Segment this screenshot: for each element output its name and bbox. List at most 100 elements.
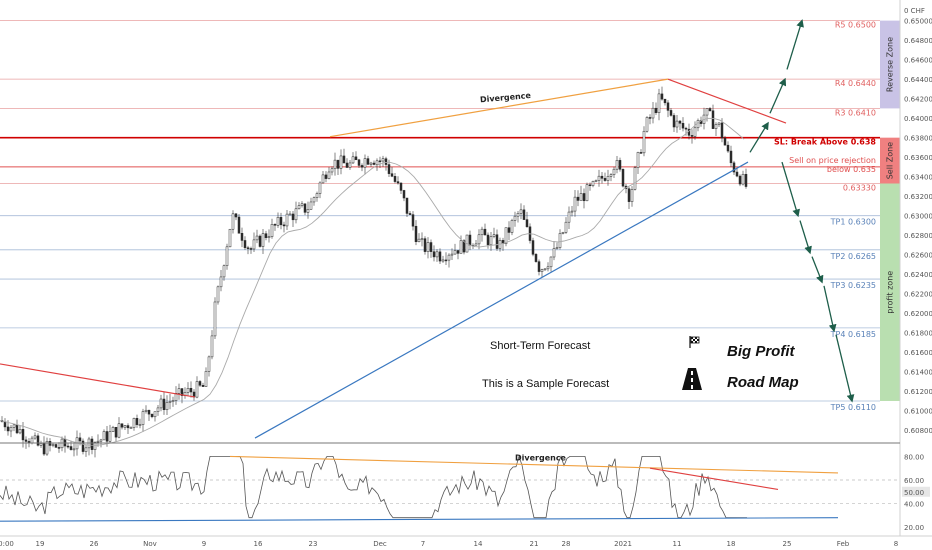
candle [117, 417, 121, 439]
candle [114, 426, 118, 442]
candle-body [297, 205, 301, 210]
price-tick-label[interactable]: 0.63600 [904, 154, 932, 162]
candle [297, 202, 301, 210]
candle [450, 248, 454, 261]
time-tick-label[interactable]: 2021 [614, 540, 632, 548]
candle-body [240, 233, 244, 241]
candle [147, 409, 151, 422]
candle-body [597, 175, 601, 181]
price-tick-label[interactable]: 0.64200 [904, 96, 932, 104]
candle-body [90, 438, 94, 450]
candle [207, 355, 211, 377]
candle-body [117, 423, 121, 438]
price-tick-label[interactable]: 0.64400 [904, 76, 932, 84]
price-tick-label[interactable]: 0.62000 [904, 310, 932, 318]
price-tick-label[interactable]: 0.61000 [904, 408, 932, 416]
price-tick-label[interactable]: 0.61800 [904, 330, 932, 338]
candle-body [444, 259, 448, 262]
candle [663, 98, 667, 106]
candle-body [207, 356, 211, 372]
time-tick-label[interactable]: 8 [894, 540, 898, 548]
candle-body [540, 269, 544, 272]
sell-zone-band [880, 137, 900, 184]
candle-body [378, 160, 382, 163]
price-tick-label[interactable]: 0.63800 [904, 135, 932, 143]
time-tick-label[interactable]: 11 [673, 540, 682, 548]
rsi-tick-label[interactable]: 80.00 [904, 453, 924, 461]
candle-body [78, 437, 82, 442]
short-term-forecast-label: Short-Term Forecast [490, 340, 590, 352]
candle-body [198, 381, 202, 386]
time-tick-label[interactable]: 18 [727, 540, 736, 548]
candle [324, 171, 328, 183]
time-tick-label[interactable]: 28 [562, 540, 571, 548]
time-tick-label[interactable]: Nov [143, 540, 157, 548]
time-tick-label[interactable]: 14 [474, 540, 483, 548]
candle-body [384, 158, 388, 165]
candle [213, 297, 217, 339]
price-tick-label[interactable]: 0.61200 [904, 388, 932, 396]
time-tick-label[interactable]: 0:00 [0, 540, 14, 548]
candle [363, 154, 367, 175]
candle-body [312, 197, 316, 203]
rsi-tick-label[interactable]: 50.00 [904, 489, 924, 497]
time-tick-label[interactable]: Dec [373, 540, 387, 548]
price-tick-label[interactable]: 0.62800 [904, 232, 932, 240]
candle [552, 241, 556, 261]
price-tick-label[interactable]: 0.61400 [904, 369, 932, 377]
candle [375, 158, 379, 171]
candle [606, 169, 610, 186]
price-tick-label[interactable]: 0.64600 [904, 57, 932, 65]
time-tick-label[interactable]: 7 [421, 540, 425, 548]
rsi-tick-label[interactable]: 40.00 [904, 501, 924, 509]
level-label: SL: Break Above 0.638 [774, 138, 876, 147]
candle-body [744, 173, 748, 187]
time-axis[interactable]: 0:00 19 26 Nov 9 16 23 Dec 7 14 21 28 2021 11 18 25 Feb 8 [0, 540, 898, 548]
forecast-up-arrow [769, 77, 787, 114]
time-tick-label[interactable]: 9 [202, 540, 206, 548]
candle [414, 220, 418, 246]
candle [711, 104, 715, 129]
candle [126, 423, 130, 434]
candle [402, 189, 406, 202]
time-tick-label[interactable]: 26 [90, 540, 99, 548]
candle [123, 425, 127, 430]
level-label: R3 0.6410 [835, 108, 876, 117]
time-tick-label[interactable]: 25 [783, 540, 792, 548]
time-tick-label[interactable]: Feb [837, 540, 850, 548]
price-tick-label[interactable]: 0.63200 [904, 193, 932, 201]
time-tick-label[interactable]: 16 [254, 540, 263, 548]
candle [135, 414, 139, 428]
price-axis[interactable]: 0.65000 0.64800 0.64600 0.64400 0.64200 0.640… [904, 7, 932, 435]
candle [132, 417, 136, 431]
candle-body [123, 425, 127, 428]
time-tick-label[interactable]: 19 [36, 540, 45, 548]
candle-body [231, 213, 235, 230]
candle [534, 253, 538, 263]
price-tick-label[interactable]: 0.63000 [904, 213, 932, 221]
candle-body [288, 213, 292, 216]
price-tick-label[interactable]: 0.64000 [904, 115, 932, 123]
candle [378, 156, 382, 168]
candle [69, 440, 73, 451]
time-tick-label[interactable]: 21 [530, 540, 539, 548]
candle [108, 424, 112, 444]
price-tick-label[interactable]: 0.62200 [904, 291, 932, 299]
price-tick-label[interactable]: 0.60800 [904, 427, 932, 435]
candle-body [144, 409, 148, 412]
currency-label[interactable]: 0 CHF [904, 7, 925, 15]
candle [618, 157, 622, 172]
price-tick-label[interactable]: 0.65000 [904, 18, 932, 26]
time-tick-label[interactable]: 23 [309, 540, 318, 548]
price-tick-label[interactable]: 0.62600 [904, 252, 932, 260]
rsi-tick-label[interactable]: 60.00 [904, 477, 924, 485]
rsi-tick-label[interactable]: 20.00 [904, 524, 924, 532]
price-tick-label[interactable]: 0.61600 [904, 349, 932, 357]
price-tick-label[interactable]: 0.63400 [904, 174, 932, 182]
price-tick-label[interactable]: 0.64800 [904, 37, 932, 45]
candle [282, 221, 286, 233]
candle [276, 212, 280, 228]
price-tick-label[interactable]: 0.62400 [904, 271, 932, 279]
candle-body [387, 164, 391, 174]
